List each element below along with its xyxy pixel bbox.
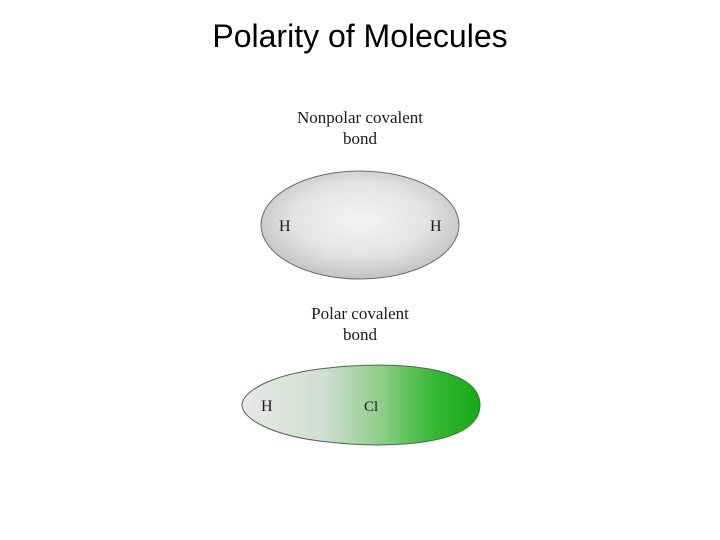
nonpolar-atom-right: H — [430, 218, 442, 236]
polar-cloud — [238, 358, 484, 452]
nonpolar-label: Nonpolar covalent bond — [0, 107, 720, 150]
nonpolar-label-line1: Nonpolar covalent — [297, 108, 423, 127]
nonpolar-label-line2: bond — [343, 129, 377, 148]
page-title: Polarity of Molecules — [0, 18, 720, 55]
polar-label-line1: Polar covalent — [311, 304, 409, 323]
polar-atom-left: H — [261, 398, 273, 416]
polar-label: Polar covalent bond — [0, 303, 720, 346]
polar-atom-right: Cl — [364, 399, 378, 416]
nonpolar-atom-left: H — [279, 218, 291, 236]
polar-label-line2: bond — [343, 325, 377, 344]
